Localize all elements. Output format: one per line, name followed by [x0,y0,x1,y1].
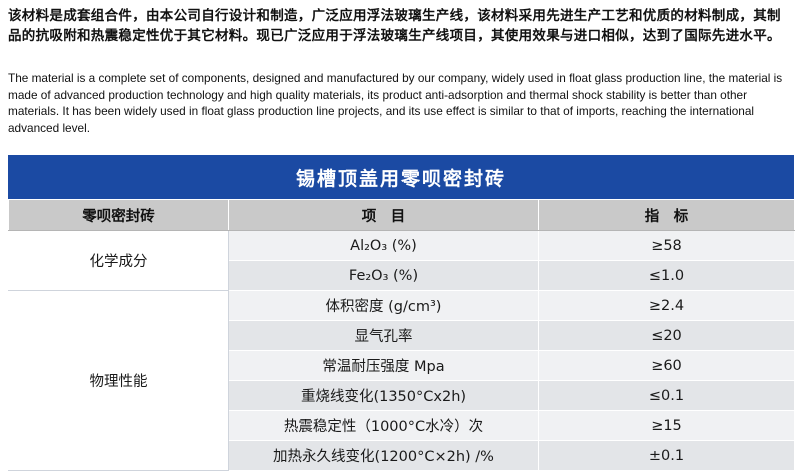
header-category: 零呗密封砖 [8,199,229,231]
header-value: 指 标 [538,199,795,231]
spec-table: 零呗密封砖 项 目 指 标 化学成分 Al₂O₃ (%) ≥58 Fe₂O₃ (… [8,199,795,471]
item-cell: Al₂O₃ (%) [228,230,539,261]
item-cell: 体积密度 (g/cm³) [228,290,539,321]
value-cell: ≤1.0 [538,260,795,291]
value-cell: ≥2.4 [538,290,795,321]
table-title: 锡槽顶盖用零呗密封砖 [8,155,794,199]
value-cell: ≤20 [538,320,795,351]
table-row: 物理性能 体积密度 (g/cm³) ≥2.4 [8,290,795,471]
table-row: 重烧线变化(1350°Cx2h) ≤0.1 [9,380,795,411]
intro-english-paragraph: The material is a complete set of compon… [8,71,783,135]
value-cell: ≥60 [538,350,795,381]
item-cell: 常温耐压强度 Mpa [228,350,539,381]
category-cell: 化学成分 [8,230,229,291]
item-cell: 热震稳定性（1000°C水冷）次 [228,410,539,441]
intro-chinese-paragraph: 该材料是成套组合件，由本公司自行设计和制造，广泛应用浮法玻璃生产线，该材料采用先… [8,8,781,44]
table-row: 化学成分 Al₂O₃ (%) ≥58 [8,230,795,291]
value-cell: ≥15 [538,410,795,441]
table-row: 加热永久线变化(1200°C×2h) /% ±0.1 [9,440,795,471]
item-cell: 重烧线变化(1350°Cx2h) [228,380,539,411]
value-cell: ≤0.1 [538,380,795,411]
value-cell: ±0.1 [538,440,795,471]
item-cell: 加热永久线变化(1200°C×2h) /% [228,440,539,471]
table-row: 热震稳定性（1000°C水冷）次 ≥15 [9,410,795,441]
spec-table-container: 锡槽顶盖用零呗密封砖 零呗密封砖 项 目 指 标 化学成分 Al₂O₃ (%) … [8,155,795,471]
header-item: 项 目 [228,199,539,231]
item-cell: 显气孔率 [228,320,539,351]
item-cell: Fe₂O₃ (%) [228,260,539,291]
table-row: Fe₂O₃ (%) ≤1.0 [9,260,795,291]
table-row: 常温耐压强度 Mpa ≥60 [9,350,795,381]
table-header-row: 零呗密封砖 项 目 指 标 [8,199,795,231]
category-cell: 物理性能 [8,290,229,471]
value-cell: ≥58 [538,230,795,261]
